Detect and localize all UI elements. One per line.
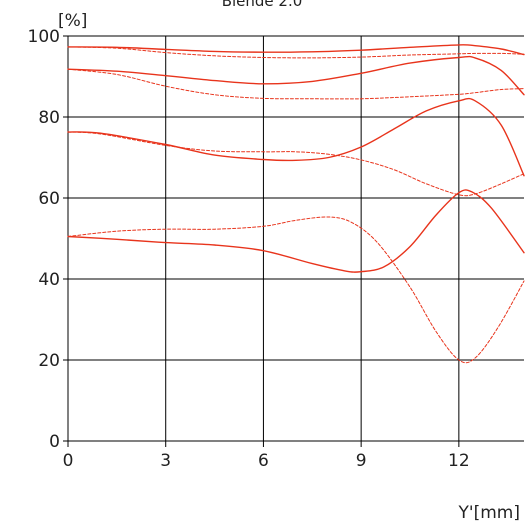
y-axis-title: [%] <box>58 11 87 31</box>
y-tick-label: 60 <box>38 189 60 209</box>
series-line-5-solid <box>67 97 525 177</box>
y-tick-label: 80 <box>38 108 60 128</box>
series-line-8-dashed <box>67 216 525 364</box>
x-tick-label: 9 <box>356 451 367 471</box>
x-tick-label: 3 <box>160 451 171 471</box>
series-line-7-solid <box>67 189 525 273</box>
y-tick-label: 20 <box>38 351 60 371</box>
series-line-2-dashed <box>67 46 525 59</box>
y-tick-label: 100 <box>28 27 60 47</box>
x-tick-label: 0 <box>63 451 74 471</box>
series-line-6-dashed <box>67 131 525 197</box>
series-line-1-solid <box>67 44 525 56</box>
chart-title: Blende 2.0 <box>222 0 303 10</box>
x-axis-title: Y'[mm] <box>458 503 520 523</box>
y-tick-label: 40 <box>38 270 60 290</box>
x-tick-label: 6 <box>258 451 269 471</box>
y-tick-label: 0 <box>49 432 60 452</box>
series-line-4-dashed <box>67 68 525 100</box>
series-line-3-solid <box>67 55 525 96</box>
x-tick-label: 12 <box>448 451 470 471</box>
